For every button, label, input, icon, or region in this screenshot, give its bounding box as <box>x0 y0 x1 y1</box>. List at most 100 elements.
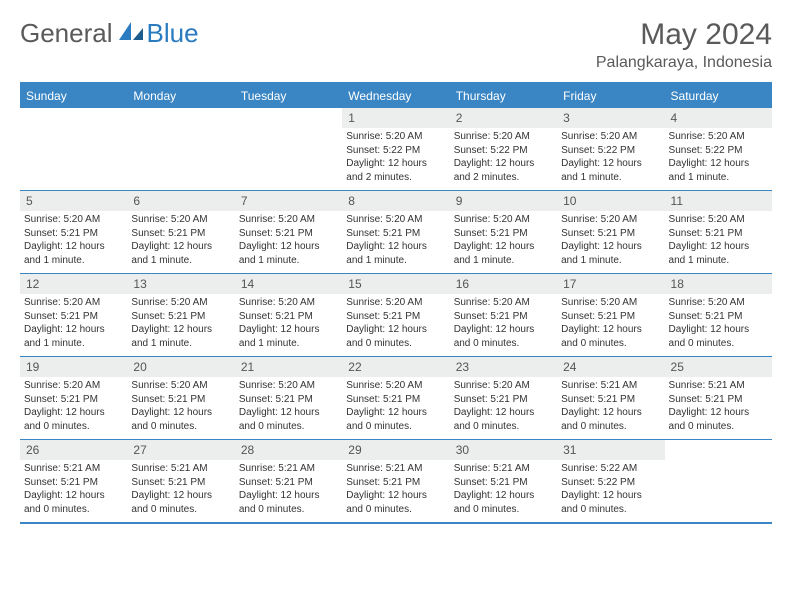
day-cell: 17Sunrise: 5:20 AMSunset: 5:21 PMDayligh… <box>557 274 664 356</box>
day-cell: 8Sunrise: 5:20 AMSunset: 5:21 PMDaylight… <box>342 191 449 273</box>
sunset-text: Sunset: 5:21 PM <box>131 310 230 324</box>
daylight-text: Daylight: 12 hours and 0 minutes. <box>561 323 660 350</box>
day-number <box>127 108 234 127</box>
day-cell: 15Sunrise: 5:20 AMSunset: 5:21 PMDayligh… <box>342 274 449 356</box>
weekday-tuesday: Tuesday <box>235 84 342 108</box>
sunset-text: Sunset: 5:21 PM <box>669 310 768 324</box>
daylight-text: Daylight: 12 hours and 0 minutes. <box>669 323 768 350</box>
sunrise-text: Sunrise: 5:20 AM <box>561 213 660 227</box>
sunrise-text: Sunrise: 5:20 AM <box>454 296 553 310</box>
day-details: Sunrise: 5:21 AMSunset: 5:21 PMDaylight:… <box>127 460 234 520</box>
day-number <box>235 108 342 127</box>
sunset-text: Sunset: 5:21 PM <box>239 393 338 407</box>
daylight-text: Daylight: 12 hours and 1 minute. <box>561 157 660 184</box>
brand-logo: General Blue <box>20 18 199 49</box>
sunrise-text: Sunrise: 5:20 AM <box>561 130 660 144</box>
location-label: Palangkaraya, Indonesia <box>596 54 772 72</box>
day-details: Sunrise: 5:20 AMSunset: 5:21 PMDaylight:… <box>342 294 449 354</box>
day-details: Sunrise: 5:20 AMSunset: 5:21 PMDaylight:… <box>557 294 664 354</box>
sunrise-text: Sunrise: 5:20 AM <box>131 296 230 310</box>
sunset-text: Sunset: 5:22 PM <box>669 144 768 158</box>
day-cell: 13Sunrise: 5:20 AMSunset: 5:21 PMDayligh… <box>127 274 234 356</box>
sunset-text: Sunset: 5:21 PM <box>24 310 123 324</box>
day-details: Sunrise: 5:21 AMSunset: 5:21 PMDaylight:… <box>450 460 557 520</box>
week-row: 1Sunrise: 5:20 AMSunset: 5:22 PMDaylight… <box>20 108 772 190</box>
day-details: Sunrise: 5:20 AMSunset: 5:22 PMDaylight:… <box>557 128 664 188</box>
day-cell: 18Sunrise: 5:20 AMSunset: 5:21 PMDayligh… <box>665 274 772 356</box>
daylight-text: Daylight: 12 hours and 0 minutes. <box>346 323 445 350</box>
day-cell: 22Sunrise: 5:20 AMSunset: 5:21 PMDayligh… <box>342 357 449 439</box>
sunset-text: Sunset: 5:21 PM <box>24 227 123 241</box>
daylight-text: Daylight: 12 hours and 1 minute. <box>239 240 338 267</box>
daylight-text: Daylight: 12 hours and 2 minutes. <box>454 157 553 184</box>
sunset-text: Sunset: 5:22 PM <box>346 144 445 158</box>
day-number: 10 <box>557 191 664 211</box>
day-number: 30 <box>450 440 557 460</box>
day-number: 19 <box>20 357 127 377</box>
sunset-text: Sunset: 5:22 PM <box>561 476 660 490</box>
day-cell-empty <box>20 108 127 190</box>
sunset-text: Sunset: 5:21 PM <box>131 476 230 490</box>
sunrise-text: Sunrise: 5:20 AM <box>454 379 553 393</box>
day-cell: 25Sunrise: 5:21 AMSunset: 5:21 PMDayligh… <box>665 357 772 439</box>
daylight-text: Daylight: 12 hours and 0 minutes. <box>454 406 553 433</box>
sunset-text: Sunset: 5:21 PM <box>24 393 123 407</box>
day-cell-empty <box>665 440 772 522</box>
day-details: Sunrise: 5:20 AMSunset: 5:21 PMDaylight:… <box>342 377 449 437</box>
day-number: 1 <box>342 108 449 128</box>
sunset-text: Sunset: 5:21 PM <box>454 310 553 324</box>
day-number: 9 <box>450 191 557 211</box>
day-details: Sunrise: 5:20 AMSunset: 5:22 PMDaylight:… <box>342 128 449 188</box>
weekday-monday: Monday <box>127 84 234 108</box>
daylight-text: Daylight: 12 hours and 1 minute. <box>669 240 768 267</box>
day-cell: 28Sunrise: 5:21 AMSunset: 5:21 PMDayligh… <box>235 440 342 522</box>
daylight-text: Daylight: 12 hours and 1 minute. <box>131 323 230 350</box>
daylight-text: Daylight: 12 hours and 1 minute. <box>239 323 338 350</box>
day-number: 12 <box>20 274 127 294</box>
sunrise-text: Sunrise: 5:20 AM <box>346 130 445 144</box>
day-number <box>20 108 127 127</box>
day-details: Sunrise: 5:21 AMSunset: 5:21 PMDaylight:… <box>20 460 127 520</box>
sunset-text: Sunset: 5:21 PM <box>131 393 230 407</box>
day-details: Sunrise: 5:20 AMSunset: 5:21 PMDaylight:… <box>127 211 234 271</box>
day-cell: 31Sunrise: 5:22 AMSunset: 5:22 PMDayligh… <box>557 440 664 522</box>
day-cell: 12Sunrise: 5:20 AMSunset: 5:21 PMDayligh… <box>20 274 127 356</box>
day-cell: 4Sunrise: 5:20 AMSunset: 5:22 PMDaylight… <box>665 108 772 190</box>
day-details: Sunrise: 5:21 AMSunset: 5:21 PMDaylight:… <box>235 460 342 520</box>
day-details: Sunrise: 5:22 AMSunset: 5:22 PMDaylight:… <box>557 460 664 520</box>
day-cell: 20Sunrise: 5:20 AMSunset: 5:21 PMDayligh… <box>127 357 234 439</box>
sunrise-text: Sunrise: 5:20 AM <box>346 379 445 393</box>
daylight-text: Daylight: 12 hours and 0 minutes. <box>346 489 445 516</box>
sunset-text: Sunset: 5:22 PM <box>454 144 553 158</box>
sunrise-text: Sunrise: 5:21 AM <box>131 462 230 476</box>
daylight-text: Daylight: 12 hours and 0 minutes. <box>561 489 660 516</box>
daylight-text: Daylight: 12 hours and 0 minutes. <box>24 489 123 516</box>
daylight-text: Daylight: 12 hours and 0 minutes. <box>346 406 445 433</box>
day-details: Sunrise: 5:20 AMSunset: 5:21 PMDaylight:… <box>665 294 772 354</box>
day-number: 7 <box>235 191 342 211</box>
daylight-text: Daylight: 12 hours and 1 minute. <box>669 157 768 184</box>
day-cell: 6Sunrise: 5:20 AMSunset: 5:21 PMDaylight… <box>127 191 234 273</box>
page-header: General Blue May 2024 Palangkaraya, Indo… <box>20 18 772 72</box>
day-cell: 23Sunrise: 5:20 AMSunset: 5:21 PMDayligh… <box>450 357 557 439</box>
sunset-text: Sunset: 5:21 PM <box>239 310 338 324</box>
daylight-text: Daylight: 12 hours and 0 minutes. <box>239 489 338 516</box>
sunrise-text: Sunrise: 5:20 AM <box>561 296 660 310</box>
daylight-text: Daylight: 12 hours and 0 minutes. <box>239 406 338 433</box>
weekday-wednesday: Wednesday <box>342 84 449 108</box>
sunrise-text: Sunrise: 5:20 AM <box>346 213 445 227</box>
sunrise-text: Sunrise: 5:20 AM <box>24 213 123 227</box>
sunset-text: Sunset: 5:21 PM <box>346 476 445 490</box>
day-number: 14 <box>235 274 342 294</box>
weekday-header-row: SundayMondayTuesdayWednesdayThursdayFrid… <box>20 84 772 108</box>
day-details: Sunrise: 5:20 AMSunset: 5:21 PMDaylight:… <box>127 294 234 354</box>
daylight-text: Daylight: 12 hours and 0 minutes. <box>454 323 553 350</box>
sunrise-text: Sunrise: 5:20 AM <box>669 130 768 144</box>
day-cell: 10Sunrise: 5:20 AMSunset: 5:21 PMDayligh… <box>557 191 664 273</box>
day-details: Sunrise: 5:20 AMSunset: 5:21 PMDaylight:… <box>20 211 127 271</box>
day-cell: 29Sunrise: 5:21 AMSunset: 5:21 PMDayligh… <box>342 440 449 522</box>
day-cell: 26Sunrise: 5:21 AMSunset: 5:21 PMDayligh… <box>20 440 127 522</box>
day-number: 23 <box>450 357 557 377</box>
sunrise-text: Sunrise: 5:21 AM <box>346 462 445 476</box>
day-number: 2 <box>450 108 557 128</box>
